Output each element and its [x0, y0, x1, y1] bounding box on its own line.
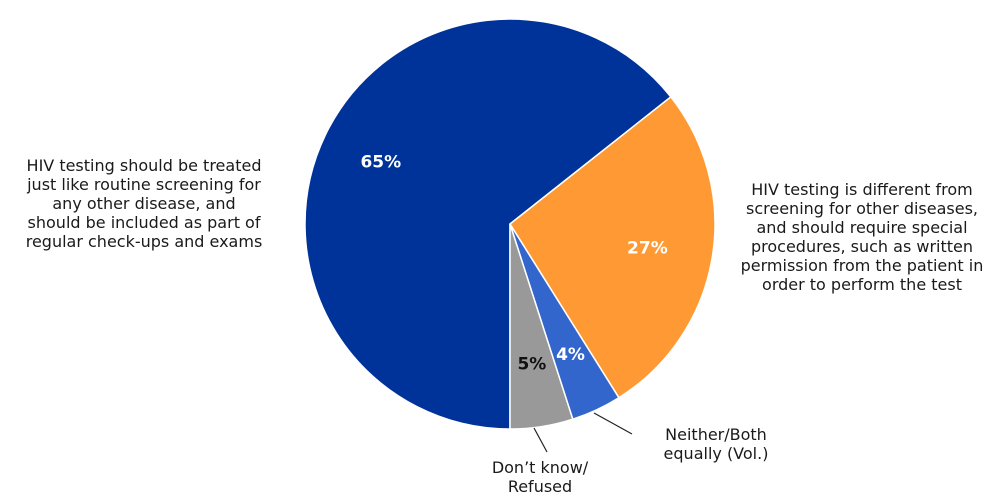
slice-label-neither-both: Neither/Both equally (Vol.) [663, 425, 769, 463]
leader-line-dont-know [533, 427, 548, 453]
slice-label-special-procedures: HIV testing is different from screening … [740, 180, 984, 294]
leader-line-neither-both [593, 412, 633, 435]
pie-slice-special-procedures [509, 95, 716, 399]
pie-slices [304, 18, 716, 430]
value-label-neither-both: 4% [556, 345, 585, 365]
value-label-special-procedures: 27% [627, 239, 668, 259]
pie-slice-routine-screening [304, 18, 672, 430]
value-label-routine-screening: 65% [360, 153, 401, 173]
value-label-dont-know: 5% [517, 355, 546, 375]
pie-slice-dont-know [509, 223, 574, 430]
leader-lines [533, 412, 633, 453]
slice-label-dont-know: Don’t know/ Refused [491, 458, 589, 496]
slice-label-routine-screening: HIV testing should be treated just like … [25, 156, 263, 251]
pie-value-labels: 65% 27% 4% 5% [360, 153, 667, 375]
